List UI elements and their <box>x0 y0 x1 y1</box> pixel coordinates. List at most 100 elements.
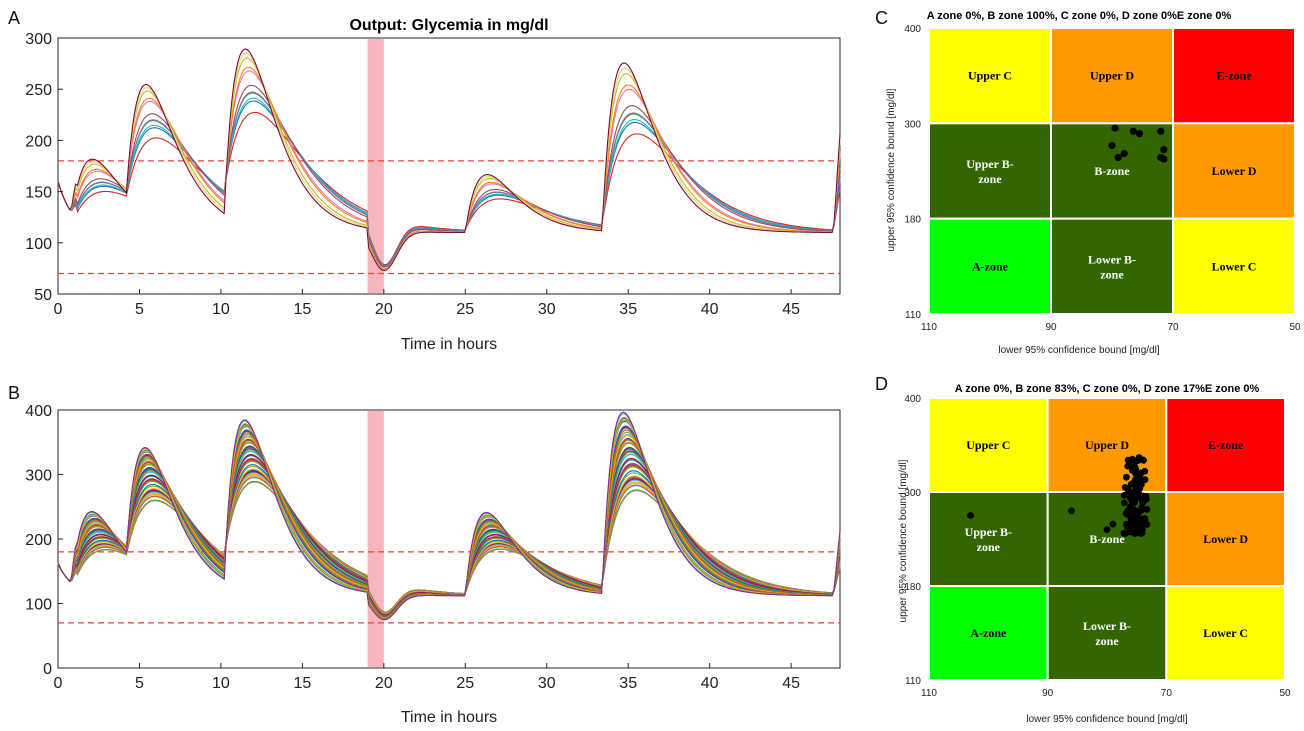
y-tick-label: 100 <box>25 236 52 253</box>
zone-label: Lower D <box>1212 164 1257 178</box>
x-tick-label: 10 <box>212 675 230 692</box>
zone-cell <box>1165 397 1287 493</box>
x-tick-label: 10 <box>212 301 230 318</box>
data-point <box>1124 485 1132 493</box>
x-tick-label: 30 <box>538 301 556 318</box>
data-point <box>1130 461 1138 468</box>
data-point <box>1138 529 1146 537</box>
zone-label: A-zone <box>972 259 1009 273</box>
panel-label-a: A <box>8 8 20 28</box>
data-point <box>1068 507 1075 515</box>
data-point <box>1114 153 1122 162</box>
axis-ticks-c: 110 90 70 50 400 300 180 110 <box>904 24 1301 333</box>
data-point <box>1103 526 1111 533</box>
data-point <box>1141 467 1149 475</box>
data-point <box>1120 499 1128 507</box>
zone-cell <box>1172 122 1296 220</box>
x-tick-label: 25 <box>456 675 474 692</box>
x-tick-label: 50 <box>1279 688 1291 699</box>
shaded-interval <box>367 411 384 667</box>
y-tick-label: 300 <box>904 119 921 130</box>
zone-cell <box>1050 122 1174 220</box>
data-point <box>1122 530 1129 537</box>
data-point <box>1129 518 1137 526</box>
zone-label: Lower B- <box>1083 619 1131 633</box>
x-tick-label: 90 <box>1045 322 1057 333</box>
x-tick-label: 15 <box>293 301 311 318</box>
series-group-a <box>57 48 841 272</box>
data-point <box>1157 127 1165 135</box>
x-tick-label: 25 <box>456 301 474 318</box>
x-axis-label-a: Time in hours <box>401 336 497 353</box>
zone-cell <box>928 217 1052 316</box>
x-tick-label: 0 <box>54 675 63 692</box>
panel-c-error-grid: A zone 0%, B zone 100%, C zone 0%, D zon… <box>886 10 1301 356</box>
x-tick-label: 70 <box>1167 322 1179 333</box>
data-point <box>1135 130 1144 138</box>
x-tick-label: 40 <box>701 675 719 692</box>
y-tick-label: 200 <box>25 133 52 150</box>
zone-cell <box>1046 585 1168 681</box>
zone-label: Upper D <box>1085 438 1129 452</box>
x-tick-label: 5 <box>135 675 144 692</box>
data-point <box>1140 456 1147 464</box>
x-tick-label: 35 <box>619 675 637 692</box>
zone-label: Upper B- <box>966 157 1013 171</box>
data-point <box>1139 499 1147 507</box>
x-tick-label: 30 <box>538 675 556 692</box>
y-tick-label: 0 <box>43 661 52 678</box>
y-axis-label-d: upper 95% confidence bound [mg/dl] <box>898 459 909 622</box>
y-tick-label: 250 <box>25 82 52 99</box>
zone-label: B-zone <box>1094 164 1130 178</box>
zone-cell <box>928 27 1052 125</box>
x-tick-label: 50 <box>1289 322 1301 333</box>
panel-d-error-grid: A zone 0%, B zone 83%, C zone 0%, D zone… <box>898 383 1291 725</box>
y-tick-label: 300 <box>25 31 52 48</box>
x-tick-label: 0 <box>54 301 63 318</box>
plot-frame-a <box>57 37 841 295</box>
x-tick-label: 35 <box>619 301 637 318</box>
y-tick-label: 50 <box>34 287 52 304</box>
x-tick-label: 45 <box>782 675 800 692</box>
zone-label: Upper C <box>968 69 1012 83</box>
zone-cell <box>1165 491 1287 587</box>
zone-label: Upper C <box>966 438 1010 452</box>
data-point <box>1123 511 1131 518</box>
data-point <box>1160 145 1168 154</box>
zone-label: E-zone <box>1208 438 1244 452</box>
x-tick-label: 70 <box>1161 688 1173 699</box>
x-tick-label: 45 <box>782 301 800 318</box>
x-tick-label: 20 <box>375 675 393 692</box>
y-tick-label: 150 <box>25 185 52 202</box>
panel-label-c: C <box>875 8 888 28</box>
x-tick-label: 90 <box>1042 688 1054 699</box>
points-d <box>967 454 1151 537</box>
data-point <box>967 512 974 519</box>
data-point <box>1129 127 1137 135</box>
axis-ticks-a: 0 5 10 15 20 25 30 35 40 45 50 100 150 200 250 300 <box>25 31 800 318</box>
series-line <box>57 84 841 268</box>
data-point <box>1120 149 1128 158</box>
grid-title-d: A zone 0%, B zone 83%, C zone 0%, D zone… <box>955 383 1260 395</box>
zone-label: Lower C <box>1203 626 1248 640</box>
zone-cell <box>1050 217 1174 316</box>
zone-cell <box>1046 397 1168 493</box>
zone-label: Lower B- <box>1088 252 1136 266</box>
y-tick-label: 110 <box>905 676 921 687</box>
y-axis-label-c: upper 95% confidence bound [mg/dl] <box>886 88 897 251</box>
data-point <box>1109 520 1117 528</box>
data-point <box>1141 515 1149 523</box>
x-axis-label-d: lower 95% confidence bound [mg/dl] <box>1026 714 1187 725</box>
panel-label-d: D <box>875 374 888 394</box>
data-point <box>1132 484 1140 492</box>
series-line <box>57 411 841 621</box>
zone-cell <box>1165 585 1287 681</box>
zone-label: zone <box>978 172 1002 186</box>
x-axis-label-b: Time in hours <box>401 709 497 726</box>
plot-frame-b <box>57 409 841 669</box>
y-tick-label: 100 <box>25 597 52 614</box>
zone-label: E-zone <box>1216 69 1252 83</box>
axis-ticks-b: 0 5 10 15 20 25 30 35 40 45 0 100 200 300 400 <box>25 403 800 692</box>
zone-cell <box>928 491 1049 587</box>
